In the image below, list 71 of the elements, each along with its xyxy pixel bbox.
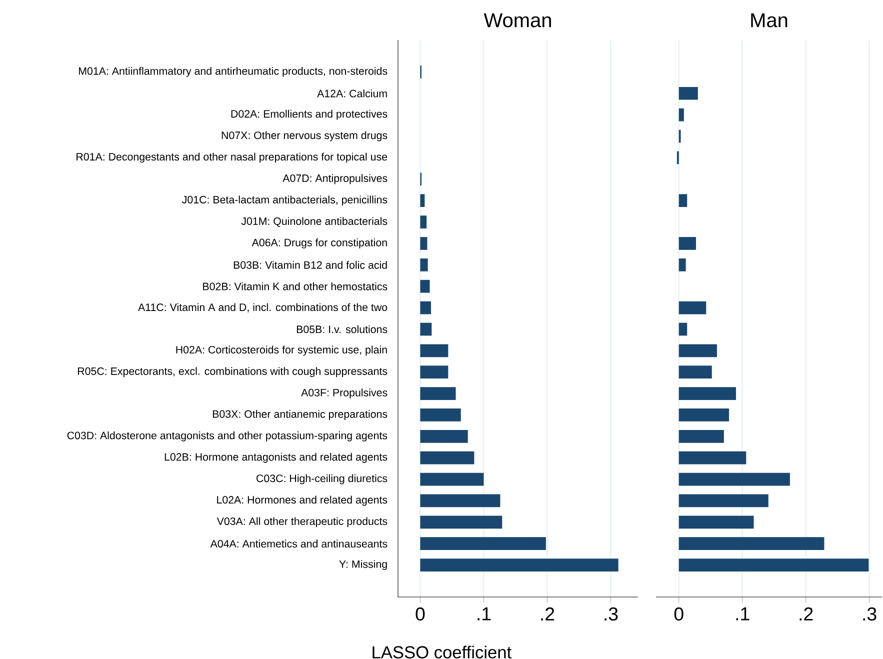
bar <box>420 430 468 443</box>
bar <box>678 237 696 250</box>
bar <box>678 387 736 400</box>
y-tick-label: A03F: Propulsives <box>301 388 388 399</box>
bar <box>420 516 502 529</box>
bar <box>420 537 546 550</box>
bar <box>678 537 824 550</box>
y-tick-label: L02B: Hormone antagonists and related agents <box>164 452 388 463</box>
bar <box>678 322 688 336</box>
bar <box>420 451 474 464</box>
x-tick-label: 0 <box>674 607 684 621</box>
x-tick-label: .1 <box>478 607 491 620</box>
y-tick-label: V03A: All other therapeutic products <box>216 517 388 528</box>
bar <box>678 430 724 443</box>
bar <box>678 558 869 572</box>
bar <box>420 301 432 314</box>
y-tick-label: A04A: Antiemetics and antinauseants <box>210 540 388 548</box>
bar <box>420 387 456 400</box>
bar <box>678 472 790 486</box>
bar <box>678 366 712 379</box>
y-tick-label: B03X: Other antianemic preparations <box>212 410 388 420</box>
bar <box>678 494 768 508</box>
x-tick-label: .2 <box>800 607 813 620</box>
bar <box>420 258 428 272</box>
y-tick-label: B02B: Vitamin K and other hemostatics <box>203 282 388 290</box>
y-tick-label: N07X: Other nervous system drugs <box>222 131 388 142</box>
y-tick-label: L02A: Hormones and related agents <box>217 496 388 506</box>
bar <box>420 494 500 508</box>
y-tick-label: C03D: Aldosterone antagonists and other potassium-sparing agents <box>67 431 388 442</box>
bar <box>678 451 746 464</box>
x-tick-label: .3 <box>604 607 618 621</box>
bar <box>420 194 425 208</box>
bar <box>420 366 448 379</box>
chart-title: Woman <box>484 13 551 28</box>
x-tick-label: .3 <box>863 607 876 621</box>
y-tick-label: J01M: Quinolone antibacterials <box>241 217 388 227</box>
bar <box>420 558 618 572</box>
bar <box>678 408 730 422</box>
bar <box>420 344 448 358</box>
bar <box>420 280 430 293</box>
x-tick-label: 0 <box>416 607 425 621</box>
y-tick-label: C03C: High-ceiling diuretics <box>256 474 388 484</box>
bar <box>678 301 706 314</box>
bar <box>420 472 484 486</box>
y-tick-label: A11C: Vitamin A and D, incl. combinations of the two <box>138 303 388 312</box>
bar <box>420 237 428 250</box>
y-tick-label: Y: Missing <box>339 560 387 570</box>
y-tick-label: B05B: I.v. solutions <box>296 325 388 334</box>
y-tick-label: A12A: Calcium <box>317 89 387 98</box>
y-tick-label: R01A: Decongestants and other nasal preparations for topical use <box>76 152 388 163</box>
bar <box>678 344 717 358</box>
x-axis-title: LASSO coefficient <box>372 646 512 658</box>
x-tick-label: .2 <box>541 607 554 620</box>
bar <box>420 408 461 422</box>
bar <box>678 194 688 208</box>
bar <box>678 258 686 272</box>
y-tick-label: D02A: Emollients and protectives <box>231 110 388 120</box>
y-tick-label: R05C: Expectorants, excl. combinations with cough suppressants <box>78 367 388 378</box>
x-tick-label: .1 <box>736 607 750 620</box>
bar <box>420 216 427 228</box>
y-tick-label: A06A: Drugs for constipation <box>252 238 387 248</box>
chart-title: Man <box>751 13 788 28</box>
y-tick-label: B03B: Vitamin B12 and folic acid <box>234 260 387 269</box>
y-tick-label: A07D: Antipropulsives <box>282 174 388 184</box>
bar <box>678 86 698 100</box>
bar <box>420 322 432 336</box>
y-tick-label: M01A: Antiinflammatory and antirheumatic products, non-steroids <box>78 66 388 77</box>
y-tick-label: J01C: Beta-lactam antibacterials, penicillins <box>182 196 388 206</box>
y-tick-label: H02A: Corticosteroids for systemic use, plain <box>176 346 387 356</box>
bar <box>678 108 684 122</box>
bar <box>678 516 754 529</box>
